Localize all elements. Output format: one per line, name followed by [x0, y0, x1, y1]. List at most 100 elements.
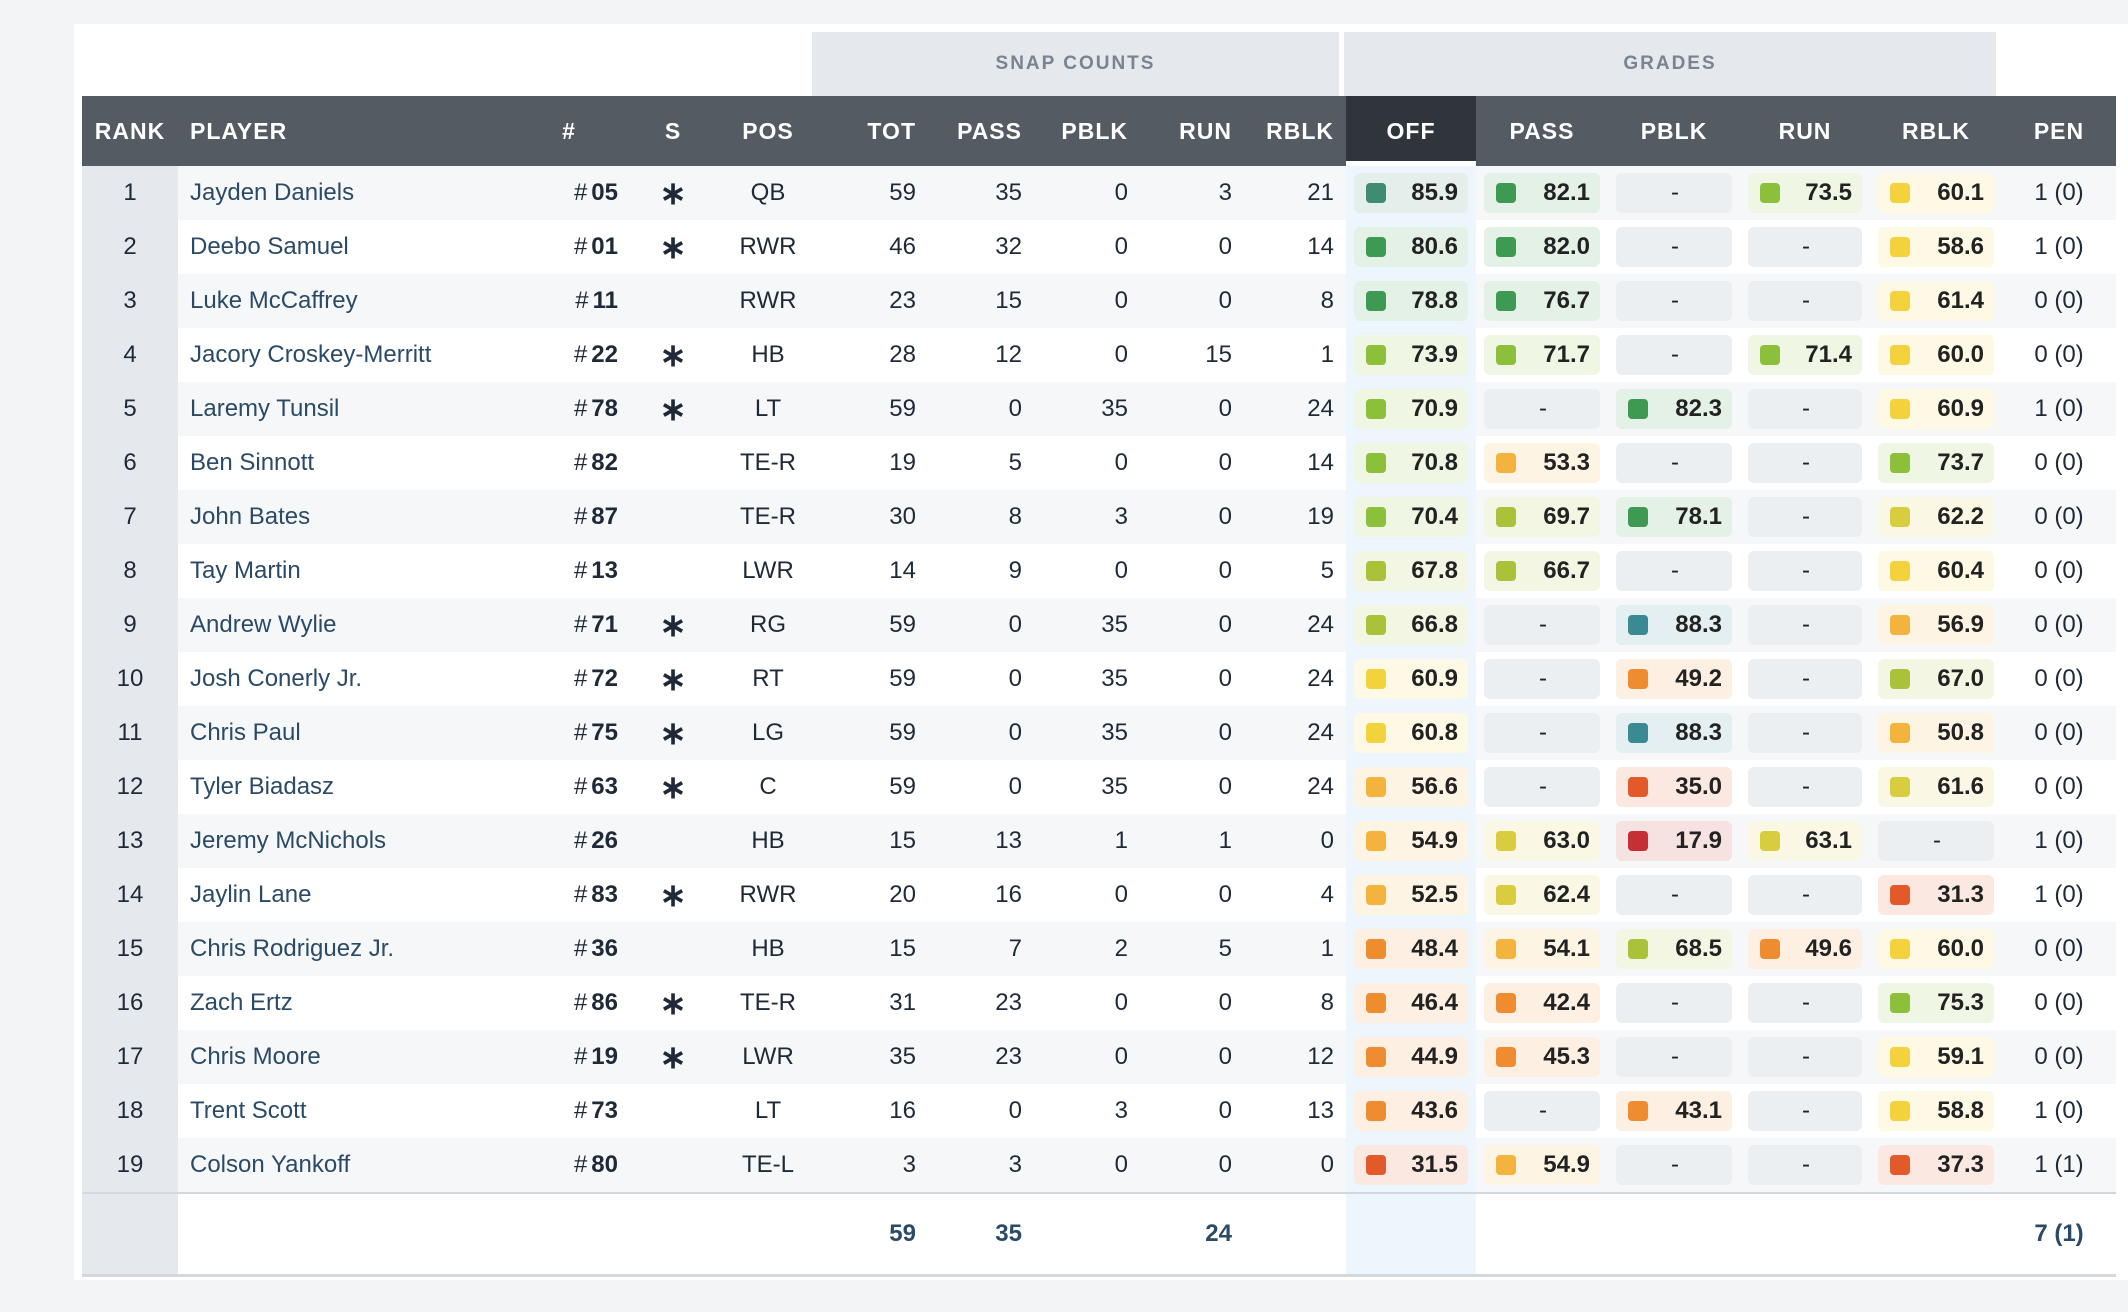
player-name-link[interactable]: Chris Rodriguez Jr. [178, 922, 508, 976]
grade-badge: 82.0 [1484, 227, 1600, 267]
hash-symbol: # [573, 773, 588, 800]
table-row[interactable]: 10 Josh Conerly Jr. #72 ∗ RT 59 0 35 0 24 60.9-49.… [82, 652, 2116, 706]
col-penalties[interactable]: PEN [2002, 96, 2116, 166]
table-row[interactable]: 9 Andrew Wylie #71 ∗ RG 59 0 35 0 24 66.8-88.3-56.… [82, 598, 2116, 652]
player-name-link[interactable]: Tyler Biadasz [178, 760, 508, 814]
player-name-link[interactable]: Laremy Tunsil [178, 382, 508, 436]
grade-badge-empty: - [1484, 767, 1600, 807]
player-name-link[interactable]: Luke McCaffrey [178, 274, 508, 328]
penalties-cell: 1 (0) [2002, 382, 2116, 436]
grade-g_rblk-cell: 62.2 [1870, 490, 2002, 544]
grade-value: - [1802, 611, 1810, 638]
player-name-link[interactable]: Ben Sinnott [178, 436, 508, 490]
col-number[interactable]: # [508, 96, 630, 166]
table-row[interactable]: 8 Tay Martin #13 LWR 14 9 0 0 5 67.8 66.7- -60.4 0 (… [82, 544, 2116, 598]
player-name-link[interactable]: Jacory Croskey-Merritt [178, 328, 508, 382]
player-name-link[interactable]: Chris Paul [178, 706, 508, 760]
snap-tot-cell: 59 [820, 166, 928, 220]
totals-spacer [508, 1192, 630, 1277]
col-position[interactable]: POS [716, 96, 820, 166]
col-pblk-snaps[interactable]: PBLK [1034, 96, 1140, 166]
grade-swatch-icon [1366, 453, 1386, 473]
grade-badge-empty: - [1616, 443, 1732, 483]
jersey-number: #75 [508, 706, 630, 760]
snap-tot-cell: 15 [820, 922, 928, 976]
player-name-link[interactable]: Deebo Samuel [178, 220, 508, 274]
col-pass-grade[interactable]: PASS [1476, 96, 1608, 166]
table-row[interactable]: 5 Laremy Tunsil #78 ∗ LT 59 0 35 0 24 70.9-82.3-60… [82, 382, 2116, 436]
player-name-link[interactable]: Jaylin Lane [178, 868, 508, 922]
table-row[interactable]: 15 Chris Rodriguez Jr. #36 HB 15 7 2 5 1 48.4 54.1… [82, 922, 2116, 976]
player-name-link[interactable]: John Bates [178, 490, 508, 544]
position-cell: TE-L [716, 1138, 820, 1192]
col-rblk-grade[interactable]: RBLK [1870, 96, 2002, 166]
player-name-link[interactable]: Andrew Wylie [178, 598, 508, 652]
totals-spacer [1740, 1192, 1870, 1277]
grade-value: 54.9 [1543, 1151, 1590, 1178]
hash-symbol: # [573, 827, 588, 854]
penalties-cell: 0 (0) [2002, 544, 2116, 598]
grade-g_run-cell: 71.4 [1740, 328, 1870, 382]
table-row[interactable]: 18 Trent Scott #73 LT 16 0 3 0 13 43.6-43.1-58.8 1… [82, 1084, 2116, 1138]
total-pass: 35 [928, 1192, 1034, 1277]
grade-swatch-icon [1496, 507, 1516, 527]
table-row[interactable]: 12 Tyler Biadasz #63 ∗ C 59 0 35 0 24 56.6-35.0-61… [82, 760, 2116, 814]
table-row[interactable]: 7 John Bates #87 TE-R 30 8 3 0 19 70.4 69.7 78.1-62… [82, 490, 2116, 544]
col-run-snaps[interactable]: RUN [1140, 96, 1244, 166]
grade-g_pblk-cell: 88.3 [1608, 706, 1740, 760]
snap-rblk-cell: 24 [1244, 760, 1346, 814]
table-row[interactable]: 3 Luke McCaffrey #11 RWR 23 15 0 0 8 78.8 76.7- -61… [82, 274, 2116, 328]
snap-pblk-cell: 35 [1034, 652, 1140, 706]
grade-off-cell: 52.5 [1346, 868, 1476, 922]
player-name-link[interactable]: Josh Conerly Jr. [178, 652, 508, 706]
col-run-grade[interactable]: RUN [1740, 96, 1870, 166]
table-row[interactable]: 6 Ben Sinnott #82 TE-R 19 5 0 0 14 70.8 53.3- -73.7… [82, 436, 2116, 490]
grade-value: 88.3 [1675, 611, 1722, 638]
col-rank[interactable]: RANK [82, 96, 178, 166]
grade-value: - [1671, 557, 1679, 584]
grade-g_rblk-cell: 59.1 [1870, 1030, 2002, 1084]
player-name-link[interactable]: Zach Ertz [178, 976, 508, 1030]
table-row[interactable]: 4 Jacory Croskey-Merritt #22 ∗ HB 28 12 0 15 1 73.… [82, 328, 2116, 382]
table-row[interactable]: 11 Chris Paul #75 ∗ LG 59 0 35 0 24 60.8-88.3-50.8… [82, 706, 2116, 760]
jersey-number: #19 [508, 1030, 630, 1084]
col-starter[interactable]: S [630, 96, 716, 166]
grade-g_pass-cell: 63.0 [1476, 814, 1608, 868]
snap-run-cell: 0 [1140, 490, 1244, 544]
grade-value: 71.4 [1805, 341, 1852, 368]
col-total-snaps[interactable]: TOT [820, 96, 928, 166]
player-name-link[interactable]: Tay Martin [178, 544, 508, 598]
grade-value: - [1802, 287, 1810, 314]
grade-swatch-icon [1890, 615, 1910, 635]
player-name-link[interactable]: Trent Scott [178, 1084, 508, 1138]
snap-pblk-cell: 0 [1034, 328, 1140, 382]
table-row[interactable]: 17 Chris Moore #19 ∗ LWR 35 23 0 0 12 44.9 45.3- -59… [82, 1030, 2116, 1084]
grade-value: - [1671, 989, 1679, 1016]
col-pass-snaps[interactable]: PASS [928, 96, 1034, 166]
grade-off-cell: 48.4 [1346, 922, 1476, 976]
grade-badge: 88.3 [1616, 713, 1732, 753]
grade-badge: 60.1 [1878, 173, 1994, 213]
table-row[interactable]: 14 Jaylin Lane #83 ∗ RWR 20 16 0 0 4 52.5 62.4- -31.… [82, 868, 2116, 922]
player-name-link[interactable]: Jeremy McNichols [178, 814, 508, 868]
table-row[interactable]: 16 Zach Ertz #86 ∗ TE-R 31 23 0 0 8 46.4 42.4- -75.3… [82, 976, 2116, 1030]
table-row[interactable]: 1 Jayden Daniels #05 ∗ QB 59 35 0 3 21 85.9 82.1-73… [82, 166, 2116, 220]
jersey-number: #22 [508, 328, 630, 382]
player-name-link[interactable]: Chris Moore [178, 1030, 508, 1084]
table-row[interactable]: 19 Colson Yankoff #80 TE-L 3 3 0 0 0 31.5 54.9- -37… [82, 1138, 2116, 1192]
player-name-link[interactable]: Colson Yankoff [178, 1138, 508, 1192]
grade-swatch-icon [1366, 291, 1386, 311]
jersey-number-value: 82 [591, 449, 618, 476]
col-player[interactable]: PLAYER [178, 96, 508, 166]
snap-run-cell: 1 [1140, 814, 1244, 868]
grade-g_pblk-cell: - [1608, 328, 1740, 382]
player-name-link[interactable]: Jayden Daniels [178, 166, 508, 220]
table-row[interactable]: 13 Jeremy McNichols #26 HB 15 13 1 1 0 54.9 63.0 17… [82, 814, 2116, 868]
table-row[interactable]: 2 Deebo Samuel #01 ∗ RWR 46 32 0 0 14 80.6 82.0- -58… [82, 220, 2116, 274]
col-off-grade[interactable]: OFF [1346, 96, 1476, 166]
col-pblk-grade[interactable]: PBLK [1608, 96, 1740, 166]
grade-value: 66.7 [1543, 557, 1590, 584]
col-rblk-snaps[interactable]: RBLK [1244, 96, 1346, 166]
jersey-number-value: 19 [591, 1043, 618, 1070]
snap-pass-cell: 13 [928, 814, 1034, 868]
